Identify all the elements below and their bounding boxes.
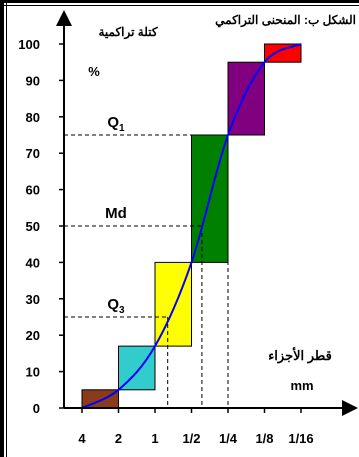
- y-tick-label-0: 0: [33, 401, 40, 416]
- x-tick-label-2: 1: [151, 431, 158, 446]
- frame-border-top: [0, 0, 359, 3]
- y-tick-label-80: 80: [26, 110, 40, 125]
- y-tick-label-90: 90: [26, 73, 40, 88]
- histogram-bar-2: [154, 261, 192, 347]
- annotation-label-1: Md: [105, 205, 127, 222]
- y-tick-label-70: 70: [26, 146, 40, 161]
- frame-border-left: [0, 0, 4, 457]
- y-tick-label-50: 50: [26, 219, 40, 234]
- y-tick-label-100: 100: [18, 37, 40, 52]
- annotation-label-2: Q3: [107, 296, 125, 316]
- histogram-bar-4: [227, 61, 265, 136]
- y-tick-label-10: 10: [26, 365, 40, 380]
- x-axis-unit: mm: [290, 378, 313, 393]
- x-axis-label: قطر الأجزاء: [268, 347, 332, 364]
- x-tick-label-0: 4: [78, 431, 86, 446]
- y-tick-label-30: 30: [26, 292, 40, 307]
- x-tick-label-6: 1/16: [288, 431, 313, 446]
- annotation-label-0: Q1: [107, 114, 125, 134]
- frame-border-left-inner: [6, 0, 7, 457]
- y-tick-label-40: 40: [26, 255, 40, 270]
- histogram-bar-1: [118, 345, 156, 391]
- y-tick-label-20: 20: [26, 328, 40, 343]
- y-axis-label: كتلة تراكمية: [98, 25, 157, 40]
- histogram-bar-5: [264, 43, 302, 63]
- cumulative-curve-line: [81, 43, 302, 409]
- x-tick-label-5: 1/8: [255, 431, 273, 446]
- chart-title: الشكل ب: المنحنى التراكمي: [215, 13, 356, 28]
- frame-border-top-inner: [0, 5, 359, 6]
- x-tick-label-4: 1/4: [219, 431, 238, 446]
- x-tick-label-1: 2: [115, 431, 122, 446]
- x-tick-label-3: 1/2: [182, 431, 200, 446]
- y-tick-label-60: 60: [26, 183, 40, 198]
- y-axis-unit: %: [88, 64, 100, 79]
